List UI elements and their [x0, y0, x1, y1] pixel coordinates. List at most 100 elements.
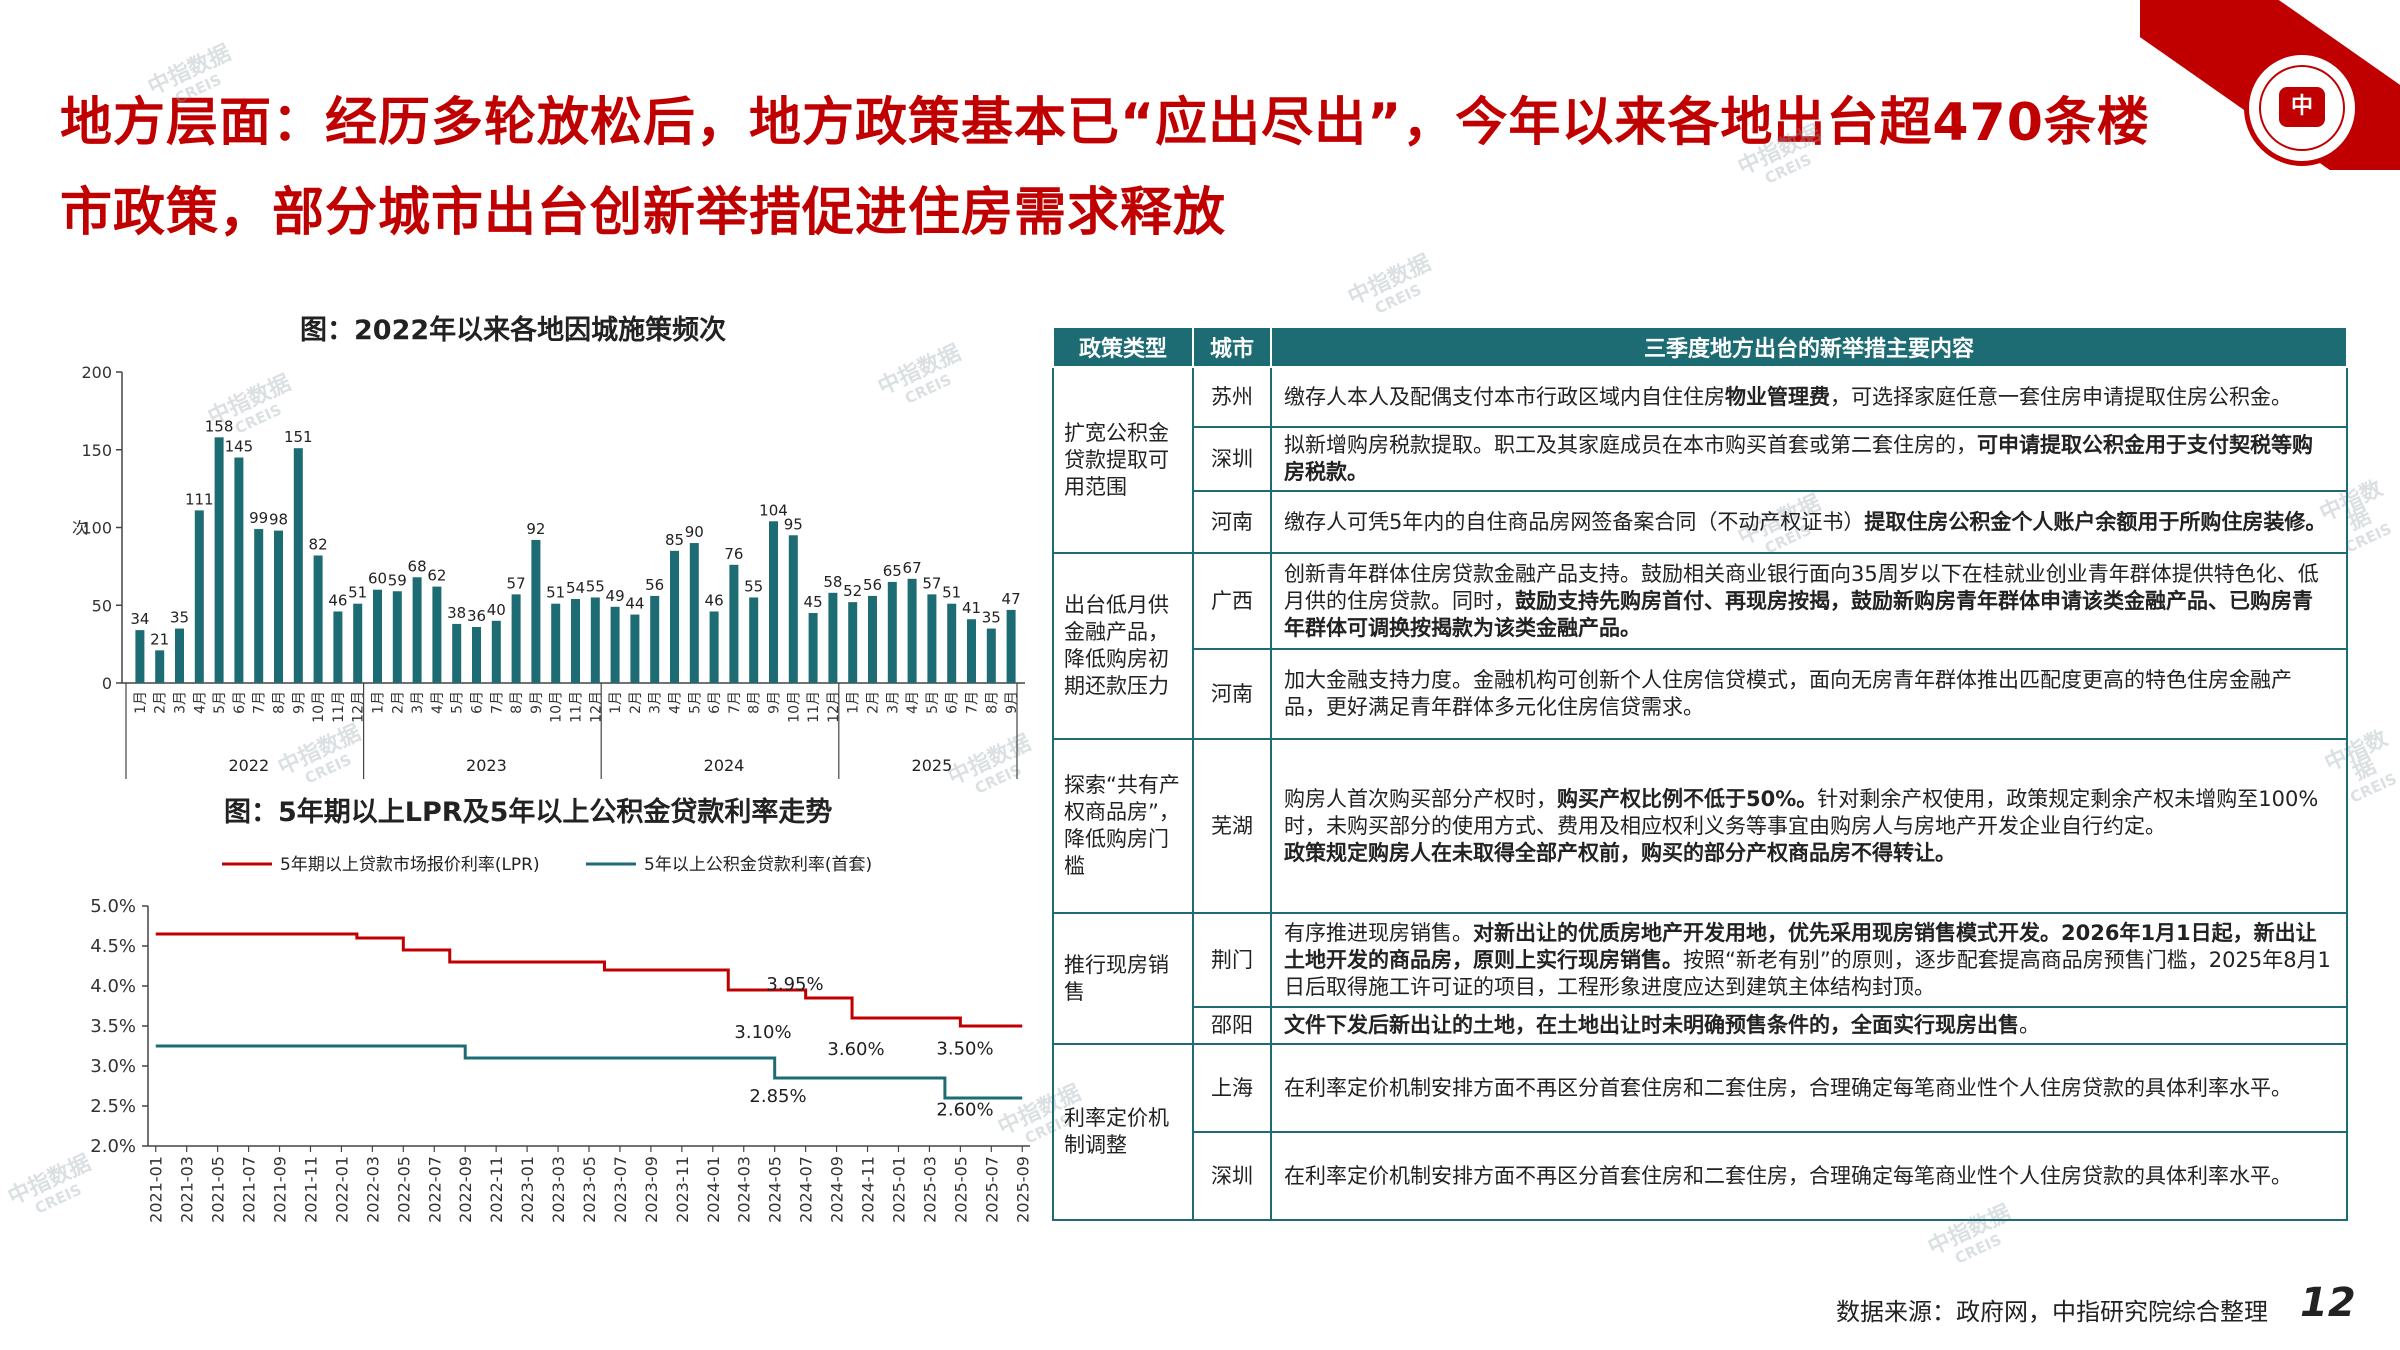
- legend-label: 5年期以上贷款市场报价利率(LPR): [280, 855, 540, 875]
- x-tick-label: 1月: [846, 691, 862, 714]
- x-tick-label: 4月: [668, 691, 684, 714]
- year-label: 2024: [704, 756, 745, 775]
- y-tick-label: 3.0%: [90, 1056, 136, 1077]
- bar-value-label: 90: [685, 523, 704, 541]
- watermark: 中指数据 CREIS: [1344, 250, 1435, 318]
- policy-table: 政策类型 城市 三季度地方出台的新举措主要内容 扩宽公积金贷款提取可用范围 苏州…: [1052, 326, 2348, 1221]
- bar: [967, 619, 976, 683]
- table-row: 深圳 在利率定价机制安排方面不再区分首套住房和二套住房，合理确定每笔商业性个人住…: [1053, 1132, 2348, 1221]
- table-row: 河南 加大金融支持力度。金融机构可创新个人住房信贷模式，面向无房青年群体推出匹配…: [1053, 649, 2348, 740]
- y-tick-label: 5.0%: [90, 896, 136, 917]
- x-tick-label: 9月: [1004, 691, 1020, 714]
- x-tick-label: 5月: [212, 691, 228, 714]
- bar-value-label: 47: [1002, 590, 1021, 608]
- bar: [293, 448, 303, 683]
- content-cell: 文件下发后新出让的土地，在土地出让时未明确预售条件的，全面实行现房出售。: [1271, 1007, 2348, 1045]
- bar-value-label: 92: [526, 520, 545, 538]
- x-tick-label: 2024-07: [797, 1156, 816, 1223]
- table-row: 出台低月供金融产品，降低购房初期还款压力 广西 创新青年群体住房贷款金融产品支持…: [1052, 553, 2348, 740]
- content-cell: 有序推进现房销售。对新出让的优质房地产开发用地，优先采用现房销售模式开发。202…: [1271, 913, 2348, 1008]
- city-cell: 深圳: [1193, 427, 1272, 492]
- x-tick-label: 2024-03: [735, 1156, 754, 1223]
- bar-value-label: 55: [586, 577, 605, 595]
- bar-value-label: 51: [546, 584, 565, 602]
- bar-value-label: 36: [467, 607, 486, 625]
- bar-value-label: 44: [625, 595, 644, 613]
- bar-value-label: 41: [962, 599, 981, 617]
- bar: [828, 592, 838, 683]
- content-cell: 拟新增购房税款提取。职工及其家庭成员在本市购买首套或第二套住房的，可申请提取公积…: [1271, 427, 2348, 492]
- x-tick-label: 2023-03: [549, 1156, 568, 1223]
- x-tick-label: 8月: [272, 691, 288, 714]
- y-tick-label: 0: [102, 674, 112, 693]
- data-annotation: 3.95%: [766, 974, 823, 995]
- x-tick-label: 2024-01: [704, 1156, 723, 1223]
- x-tick-label: 3月: [173, 691, 189, 714]
- city-cell: 河南: [1193, 491, 1272, 554]
- x-tick-label: 6月: [232, 691, 248, 714]
- bar: [947, 603, 957, 683]
- x-tick-label: 11月: [806, 691, 822, 723]
- city-cell: 芜湖: [1193, 739, 1272, 914]
- y-tick-label: 50: [92, 596, 112, 615]
- bar: [214, 437, 224, 683]
- bar: [630, 614, 640, 683]
- x-tick-label: 12月: [351, 691, 367, 723]
- x-tick-label: 2022-09: [456, 1156, 475, 1223]
- content-cell: 在利率定价机制安排方面不再区分首套住房和二套住房，合理确定每笔商业性个人住房贷款…: [1271, 1132, 2348, 1221]
- bar: [571, 599, 580, 683]
- x-tick-label: 2023-05: [580, 1156, 599, 1223]
- x-tick-label: 6月: [470, 691, 486, 714]
- city-cell: 荆门: [1193, 913, 1272, 1008]
- x-tick-label: 2021-07: [240, 1156, 259, 1223]
- y-tick-label: 100: [81, 519, 112, 538]
- content-cell: 创新青年群体住房贷款金融产品支持。鼓励相关商业银行面向35周岁以下在桂就业创业青…: [1271, 553, 2348, 650]
- x-tick-label: 4月: [430, 691, 446, 714]
- bar: [274, 530, 283, 683]
- x-tick-label: 2024-05: [766, 1156, 785, 1223]
- bar-value-label: 85: [665, 531, 684, 549]
- x-tick-label: 7月: [727, 691, 743, 714]
- bar-value-label: 57: [507, 574, 526, 592]
- header-policy-type: 政策类型: [1052, 326, 1194, 368]
- x-tick-label: 2021-05: [209, 1156, 228, 1223]
- bar-value-label: 68: [408, 557, 427, 575]
- bar: [887, 581, 897, 683]
- x-tick-label: 2024-11: [859, 1156, 878, 1223]
- line-chart-title: 图：5年期以上LPR及5年以上公积金贷款利率走势: [224, 797, 833, 828]
- bar-value-label: 60: [368, 570, 387, 588]
- x-tick-label: 8月: [509, 691, 525, 714]
- bar-value-label: 34: [130, 610, 149, 628]
- bar-value-label: 95: [784, 515, 803, 533]
- y-tick-label: 4.5%: [90, 936, 136, 957]
- bar: [194, 510, 204, 683]
- content-cell: 缴存人可凭5年内的自住商品房网签备案合同（不动产权证书）提取住房公积金个人账户余…: [1271, 491, 2348, 554]
- data-annotation: 3.60%: [827, 1039, 884, 1060]
- bar: [175, 628, 184, 683]
- header-city: 城市: [1192, 326, 1272, 368]
- x-tick-label: 2021-09: [271, 1156, 290, 1223]
- bar-value-label: 21: [150, 630, 169, 648]
- bar-value-label: 59: [388, 571, 407, 589]
- bar: [373, 589, 382, 683]
- year-label: 2025: [912, 756, 953, 775]
- bar-value-label: 46: [328, 591, 347, 609]
- source-note: 数据来源：政府网，中指研究院综合整理: [1836, 1298, 2268, 1326]
- bar: [650, 595, 660, 683]
- header-content: 三季度地方出台的新举措主要内容: [1270, 326, 2348, 368]
- x-tick-label: 7月: [252, 691, 268, 714]
- x-tick-label: 6月: [707, 691, 723, 714]
- bar-value-label: 57: [922, 574, 941, 592]
- y-tick-label: 2.5%: [90, 1096, 136, 1117]
- city-cell: 上海: [1193, 1044, 1272, 1133]
- bar: [788, 535, 798, 683]
- series-line: [155, 1044, 1023, 1100]
- city-cell: 邵阳: [1193, 1007, 1272, 1045]
- data-annotation: 3.50%: [936, 1038, 993, 1059]
- x-tick-label: 2022-11: [487, 1156, 506, 1223]
- bar-value-label: 65: [883, 562, 902, 580]
- bar: [808, 613, 818, 683]
- x-tick-label: 2022-01: [332, 1156, 351, 1223]
- bar-value-label: 54: [566, 579, 585, 597]
- logo-mark: 中: [2279, 87, 2325, 127]
